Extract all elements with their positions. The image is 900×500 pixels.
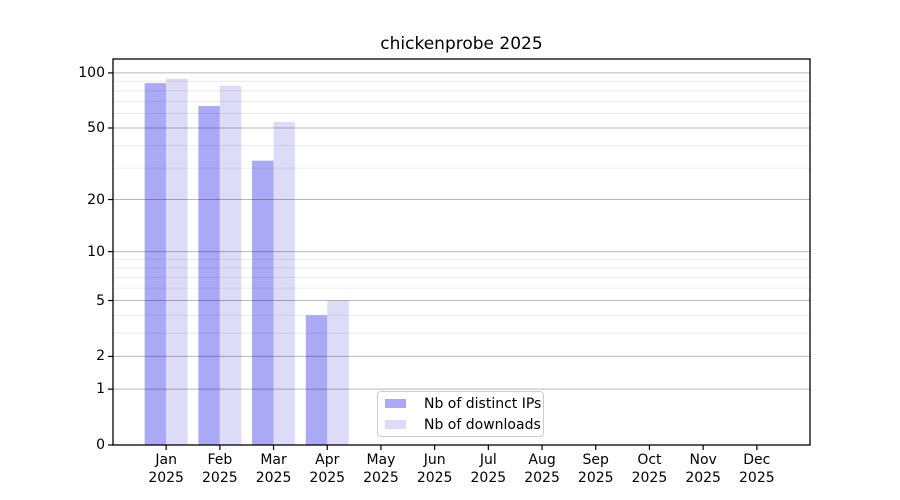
xtick-label-mar: Mar 2025 <box>255 452 292 486</box>
bar-nb-of-distinct-ips-apr <box>305 315 328 445</box>
xtick-label-sep: Sep 2025 <box>577 452 614 486</box>
ytick-label-0: 0 <box>96 437 105 453</box>
legend-label-downloads: Nb of downloads <box>424 416 541 433</box>
xtick-label-nov: Nov 2025 <box>685 452 721 486</box>
bar-nb-of-distinct-ips-jan <box>144 83 167 445</box>
xtick-label-may: May 2025 <box>363 452 399 486</box>
xtick-label-feb: Feb 2025 <box>202 452 238 486</box>
ytick-label-2: 2 <box>96 348 105 365</box>
xtick-label-aug: Aug 2025 <box>524 452 560 486</box>
ytick-label-20: 20 <box>87 191 105 208</box>
legend-swatch-downloads <box>385 420 406 429</box>
bar-nb-of-distinct-ips-feb <box>198 105 220 446</box>
xtick-label-apr: Apr 2025 <box>309 452 346 486</box>
legend: Nb of distinct IPs Nb of downloads <box>377 391 544 437</box>
bar-nb-of-downloads-apr <box>327 300 349 445</box>
xtick-label-dec: Dec 2025 <box>739 452 775 486</box>
xtick-label-jun: Jun 2025 <box>416 452 453 486</box>
chart-title: chickenprobe 2025 <box>380 34 543 54</box>
legend-item-downloads: Nb of downloads <box>385 416 541 434</box>
bar-nb-of-downloads-feb <box>219 85 242 446</box>
ytick-label-5: 5 <box>96 292 105 309</box>
ytick-label-1: 1 <box>96 381 105 398</box>
bar-nb-of-downloads-mar <box>273 121 296 446</box>
xtick-label-oct: Oct 2025 <box>631 452 668 486</box>
legend-label-distinct-ips: Nb of distinct IPs <box>424 395 542 412</box>
bar-nb-of-distinct-ips-mar <box>252 160 274 445</box>
xtick-label-jan: Jan 2025 <box>148 452 184 486</box>
legend-swatch-distinct-ips <box>385 399 406 408</box>
ytick-label-10: 10 <box>87 243 105 260</box>
xtick-label-jul: Jul 2025 <box>470 452 507 486</box>
bar-nb-of-downloads-jan <box>166 78 188 445</box>
legend-item-distinct-ips: Nb of distinct IPs <box>385 395 541 413</box>
ytick-label-50: 50 <box>87 119 105 136</box>
ytick-label-100: 100 <box>78 64 105 81</box>
